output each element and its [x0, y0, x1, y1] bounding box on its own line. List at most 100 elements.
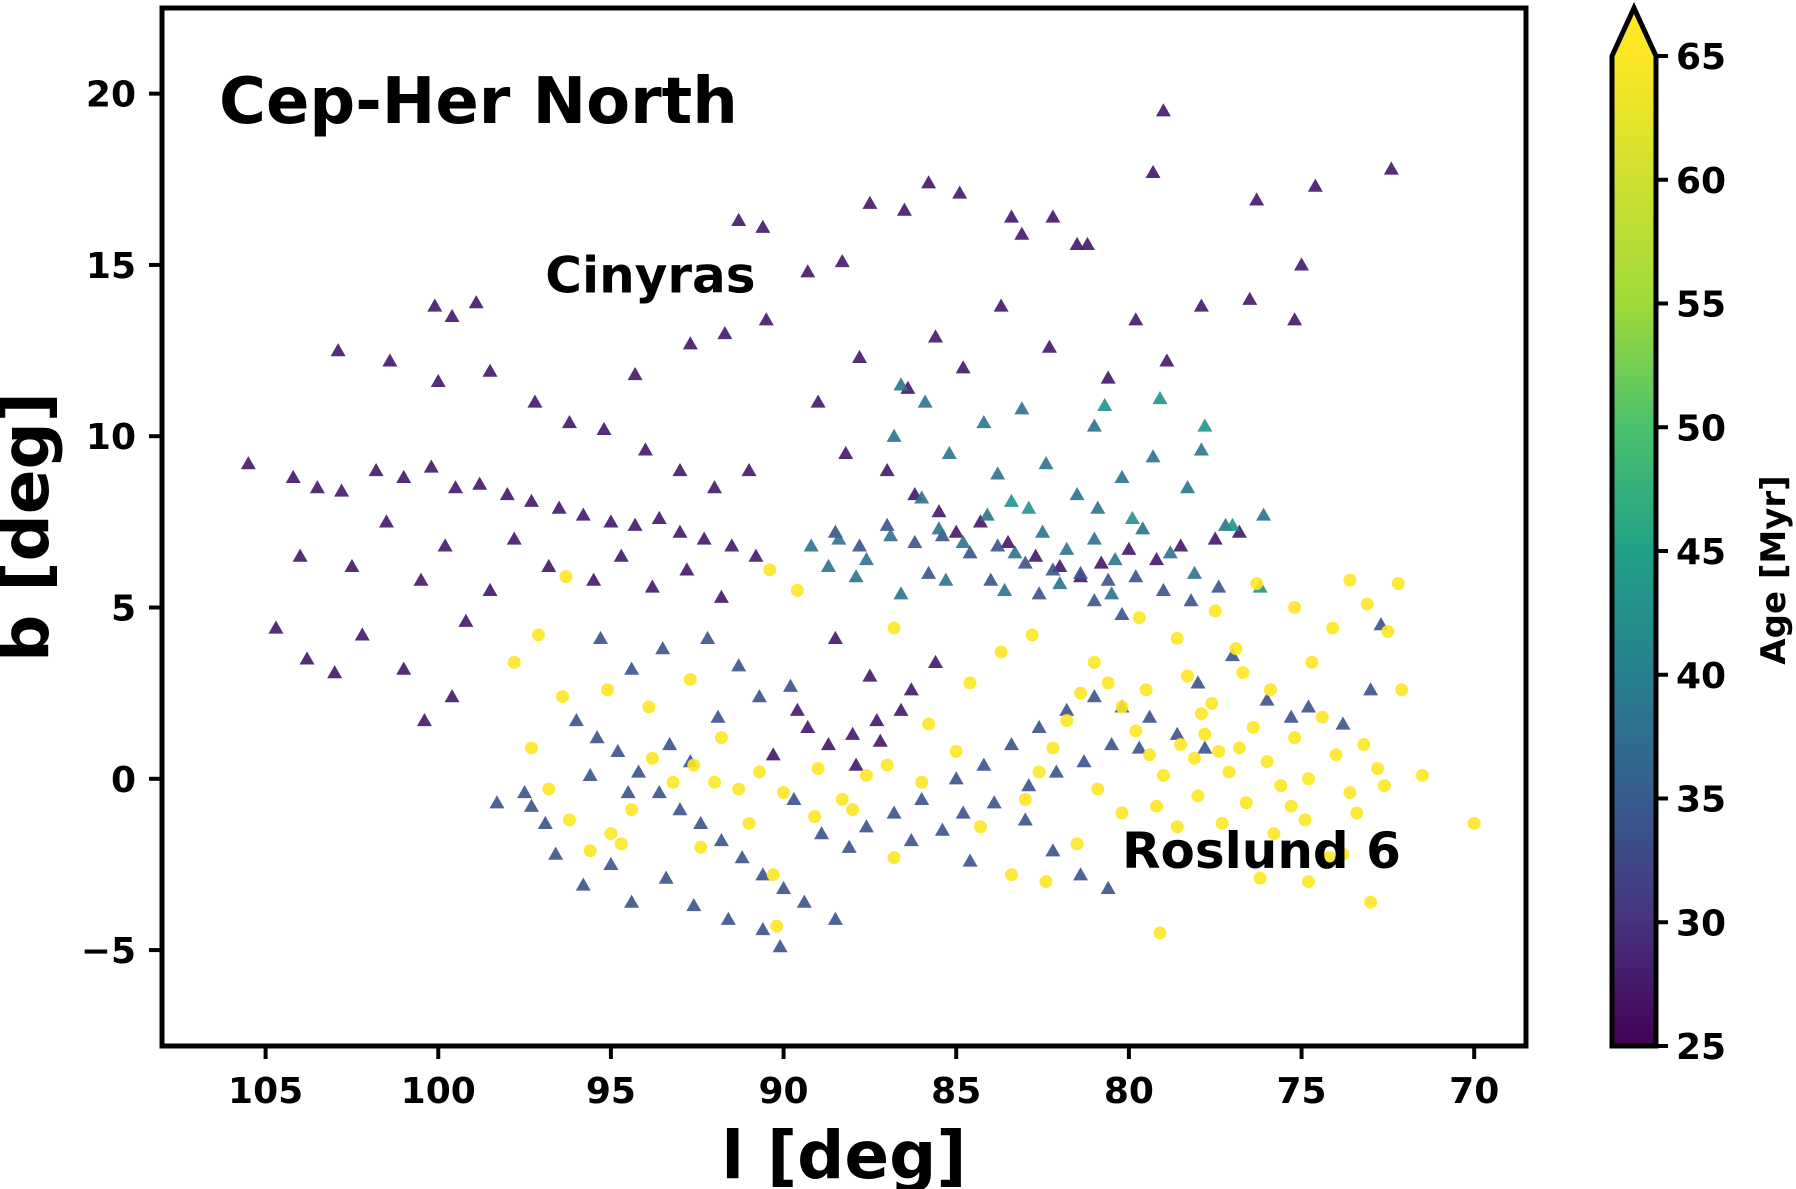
data-point-triangle	[620, 784, 636, 799]
colorbar-tick-label: 65	[1676, 37, 1726, 78]
data-point-circle	[742, 816, 756, 830]
data-point-triangle	[682, 336, 698, 350]
data-point-triangle	[334, 483, 350, 497]
data-point-circle	[614, 837, 628, 851]
data-point-triangle	[1045, 562, 1061, 576]
data-point-triangle	[814, 826, 830, 840]
data-point-triangle	[879, 462, 895, 477]
data-point-triangle	[993, 298, 1009, 312]
data-point-circle	[859, 768, 873, 782]
data-point-triangle	[613, 548, 629, 562]
data-point-triangle	[941, 445, 957, 459]
data-point-triangle	[782, 678, 798, 692]
data-point-circle	[1046, 741, 1060, 755]
data-point-triangle	[1052, 576, 1068, 590]
data-point-triangle	[1256, 507, 1272, 521]
data-point-circle	[1025, 628, 1039, 642]
chart-title: Cep-Her North	[219, 65, 738, 139]
colorbar: 25 30 35 40 45 50 55 60 65 Age [Myr]	[1609, 1, 1794, 1068]
data-point-triangle	[1041, 339, 1057, 353]
data-point-circle	[583, 844, 597, 858]
data-point-triangle	[976, 757, 992, 771]
data-point-triangle	[1131, 740, 1147, 754]
data-point-triangle	[893, 377, 909, 391]
data-point-circle	[1032, 765, 1046, 779]
data-point-circle	[1139, 683, 1153, 697]
data-point-triangle	[1162, 545, 1178, 559]
data-point-circle	[1087, 655, 1101, 669]
x-tick-label: 95	[586, 1071, 636, 1112]
series-cep-her-north-core	[489, 517, 1389, 953]
data-point-triangle	[820, 737, 836, 751]
data-point-triangle	[997, 582, 1013, 597]
data-point-triangle	[1003, 209, 1019, 223]
data-point-circle	[1250, 577, 1264, 591]
data-point-circle	[1101, 676, 1115, 690]
data-point-circle	[1274, 779, 1288, 793]
data-point-triangle	[1114, 469, 1130, 483]
data-point-triangle	[1300, 699, 1316, 713]
x-axis-label: l [deg]	[721, 1117, 966, 1189]
data-point-circle	[1364, 895, 1378, 909]
data-point-triangle	[1186, 565, 1202, 579]
data-point-triangle	[789, 702, 805, 716]
data-point-circle	[1284, 799, 1298, 813]
data-point-triangle	[1114, 606, 1130, 620]
x-tick-label: 100	[401, 1071, 476, 1112]
data-point-triangle	[1028, 548, 1044, 562]
data-point-circle	[994, 645, 1008, 659]
data-point-triangle	[810, 394, 826, 408]
data-point-triangle	[548, 846, 564, 860]
data-point-triangle	[627, 367, 643, 381]
data-point-circle	[915, 775, 929, 789]
data-point-circle	[604, 827, 618, 841]
data-point-circle	[1263, 683, 1277, 697]
data-point-triangle	[886, 805, 902, 819]
data-point-triangle	[931, 521, 947, 535]
data-point-circle	[1212, 744, 1226, 758]
data-point-triangle	[1231, 524, 1247, 538]
data-point-triangle	[499, 486, 515, 501]
data-point-triangle	[1121, 541, 1137, 555]
data-point-triangle	[1145, 449, 1161, 463]
data-point-triangle	[838, 445, 854, 459]
data-point-circle	[559, 570, 573, 584]
data-point-triangle	[575, 507, 591, 521]
data-point-triangle	[644, 579, 660, 593]
data-point-triangle	[1242, 291, 1258, 305]
data-point-triangle	[396, 661, 412, 675]
data-point-circle	[1174, 738, 1188, 752]
data-point-circle	[846, 803, 860, 817]
data-point-triangle	[624, 894, 640, 908]
data-point-triangle	[903, 832, 919, 847]
data-point-triangle	[427, 298, 443, 312]
y-tick-label: 10	[86, 417, 136, 458]
data-point-triangle	[858, 819, 874, 833]
data-point-triangle	[603, 514, 619, 528]
data-point-circle	[1039, 875, 1053, 889]
data-point-circle	[1187, 751, 1201, 765]
data-point-circle	[1070, 837, 1084, 851]
data-point-triangle	[1249, 192, 1265, 206]
data-point-triangle	[1017, 555, 1033, 569]
data-point-triangle	[1014, 226, 1030, 240]
data-point-triangle	[506, 531, 522, 545]
data-point-triangle	[948, 524, 964, 538]
data-point-triangle	[586, 572, 602, 586]
data-point-triangle	[955, 534, 971, 549]
data-point-circle	[562, 813, 576, 827]
data-point-triangle	[713, 589, 729, 603]
data-point-triangle	[631, 764, 647, 778]
data-point-triangle	[448, 480, 464, 494]
plot-area-frame	[159, 5, 1529, 1049]
data-point-circle	[887, 851, 901, 865]
colorbar-tick-label: 35	[1676, 780, 1726, 821]
data-point-triangle	[430, 373, 446, 388]
data-point-triangle	[1145, 164, 1161, 179]
data-point-triangle	[1097, 397, 1113, 412]
data-point-triangle	[1159, 353, 1175, 367]
data-point-triangle	[1031, 586, 1047, 600]
x-tick-label: 80	[1104, 1071, 1154, 1112]
data-point-triangle	[482, 582, 498, 597]
